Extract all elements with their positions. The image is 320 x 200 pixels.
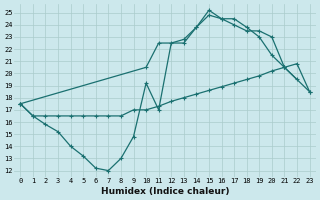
X-axis label: Humidex (Indice chaleur): Humidex (Indice chaleur) — [101, 187, 229, 196]
